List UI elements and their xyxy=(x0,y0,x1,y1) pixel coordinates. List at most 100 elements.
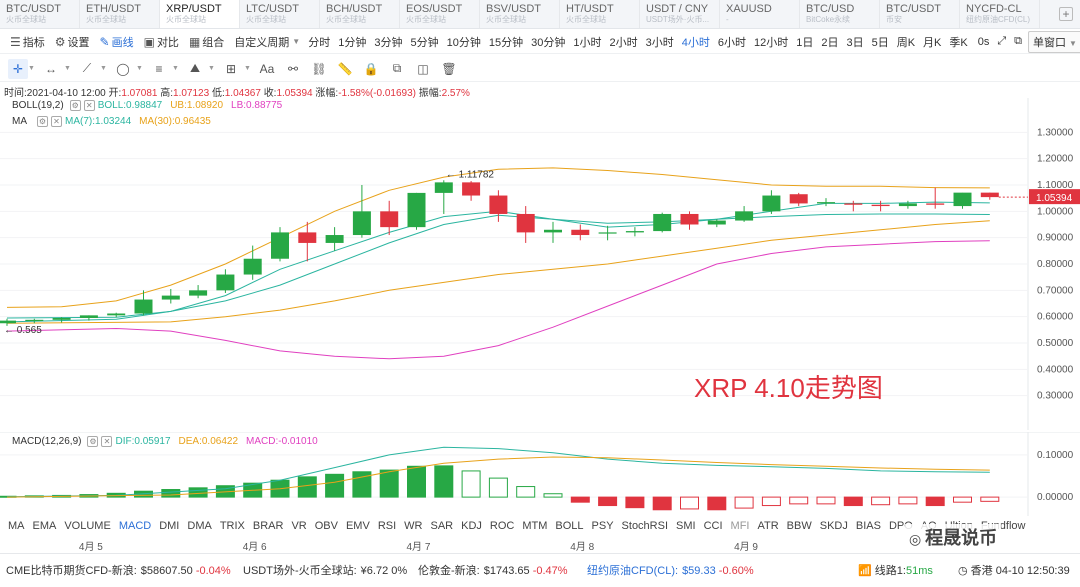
indicator-tab-14[interactable]: KDJ xyxy=(461,519,482,532)
gear-icon[interactable]: ⚙ xyxy=(87,436,99,447)
period-3[interactable]: 5分钟 xyxy=(410,36,439,49)
indicator-tab-23[interactable]: ATR xyxy=(757,519,779,532)
chevron-down-icon[interactable]: ▼ xyxy=(136,65,143,72)
period-14[interactable]: 2日 xyxy=(821,36,839,49)
copy-icon[interactable]: ⧉ xyxy=(392,61,402,75)
indicator-tab-11[interactable]: RSI xyxy=(377,519,397,532)
period-15[interactable]: 3日 xyxy=(846,36,864,49)
ruler-icon[interactable]: 📏 xyxy=(337,61,353,76)
indicator-tab-3[interactable]: MACD xyxy=(118,519,152,532)
period-5[interactable]: 15分钟 xyxy=(488,36,524,49)
indicator-tab-12[interactable]: WR xyxy=(404,519,423,532)
period-9[interactable]: 3小时 xyxy=(645,36,674,49)
period-2[interactable]: 3分钟 xyxy=(374,36,403,49)
tab-btc-usdt[interactable]: BTC/USDT 火币全球站 xyxy=(0,0,80,28)
period-19[interactable]: 季K xyxy=(949,36,968,49)
ticker-item[interactable]: 纽约原油CFD(CL): $59.33 -0.60% xyxy=(587,562,754,578)
settings-button[interactable]: ⚙ 设置 xyxy=(55,34,90,50)
indicator-tab-10[interactable]: EMV xyxy=(345,519,370,532)
indicator-tab-18[interactable]: PSY xyxy=(591,519,614,532)
tab-ht-usdt[interactable]: HT/USDT 火币全球站 xyxy=(560,0,640,28)
indicator-tab-5[interactable]: DMA xyxy=(187,519,212,532)
zero-seconds-button[interactable]: 0s xyxy=(977,35,990,48)
trend-line-icon[interactable]: ⟋ xyxy=(82,61,92,75)
indicator-tab-15[interactable]: ROC xyxy=(489,519,515,532)
indicator-tab-17[interactable]: BOLL xyxy=(555,519,584,532)
indicator-tab-26[interactable]: BIAS xyxy=(855,519,881,532)
indicator-tab-0[interactable]: MA xyxy=(8,519,25,532)
indicator-tab-1[interactable]: EMA xyxy=(32,519,57,532)
segment-icon[interactable]: ↔ xyxy=(45,61,57,76)
chevron-down-icon[interactable]: ▼ xyxy=(100,65,107,72)
magnet-icon[interactable]: ⚯ xyxy=(287,61,299,76)
period-18[interactable]: 月K xyxy=(923,36,942,49)
tab-eos-usdt[interactable]: EOS/USDT 火币全球站 xyxy=(400,0,480,28)
period-10[interactable]: 4小时 xyxy=(681,36,710,49)
link-icon[interactable]: ⛓ xyxy=(311,61,327,76)
tab-xrp-usdt[interactable]: XRP/USDT 火币全球站 xyxy=(160,0,240,28)
indicator-tab-9[interactable]: OBV xyxy=(314,519,338,532)
indicator-tab-7[interactable]: BRAR xyxy=(252,519,284,532)
pattern-icon[interactable]: ⛰ xyxy=(189,61,201,75)
indicator-tab-24[interactable]: BBW xyxy=(786,519,812,532)
chevron-down-icon[interactable]: ▼ xyxy=(172,65,179,72)
compare-button[interactable]: ▣ 对比 xyxy=(144,34,179,50)
period-17[interactable]: 周K xyxy=(896,36,916,49)
chevron-down-icon[interactable]: ▼ xyxy=(28,65,35,72)
chevron-down-icon[interactable]: ▼ xyxy=(244,65,251,72)
period-4[interactable]: 10分钟 xyxy=(446,36,481,49)
period-13[interactable]: 1日 xyxy=(796,36,814,49)
ticker-item[interactable]: CME比特币期货CFD-新浪: $58607.50 -0.04% xyxy=(6,562,231,578)
trash-icon[interactable]: 🗑 xyxy=(441,61,457,76)
close-icon[interactable]: ✕ xyxy=(101,436,113,447)
indicator-tab-6[interactable]: TRIX xyxy=(219,519,245,532)
period-0[interactable]: 分时 xyxy=(308,36,331,49)
indicator-tab-25[interactable]: SKDJ xyxy=(819,519,848,532)
indicator-tab-19[interactable]: StochRSI xyxy=(621,519,669,532)
fullscreen-icon[interactable]: ⤢ xyxy=(997,35,1007,47)
indicator-tab-13[interactable]: SAR xyxy=(430,519,454,532)
gear-icon[interactable]: ⚙ xyxy=(69,100,81,111)
lock-icon[interactable]: 🔒 xyxy=(363,61,379,76)
tab-eth-usdt[interactable]: ETH/USDT 火币全球站 xyxy=(80,0,160,28)
tab-btc-usdt-binance[interactable]: BTC/USDT 币安 xyxy=(880,0,960,28)
close-icon[interactable]: ✕ xyxy=(51,116,62,127)
tab-bsv-usdt[interactable]: BSV/USDT 火币全球站 xyxy=(480,0,560,28)
period-1[interactable]: 1分钟 xyxy=(338,36,367,49)
ticker-item[interactable]: 伦敦金-新浪: $1743.65 -0.47% xyxy=(418,562,568,578)
add-tab-button[interactable]: + xyxy=(1052,0,1080,28)
indicator-tab-21[interactable]: CCI xyxy=(703,519,723,532)
draw-button[interactable]: ✎ 画线 xyxy=(100,34,134,50)
indicator-tab-20[interactable]: SMI xyxy=(676,519,696,532)
ellipse-icon[interactable]: ◯ xyxy=(116,61,130,76)
tab-btc-usd[interactable]: BTC/USD BitCoke永续 xyxy=(800,0,880,28)
parallel-lines-icon[interactable]: ≡ xyxy=(155,61,163,76)
ticker-item[interactable]: USDT场外-火币全球站: ¥6.72 0% xyxy=(243,562,407,578)
indicator-tab-22[interactable]: MFI xyxy=(730,519,750,532)
chevron-down-icon[interactable]: ▼ xyxy=(64,65,71,72)
tab-bch-usdt[interactable]: BCH/USDT 火币全球站 xyxy=(320,0,400,28)
indicator-tab-2[interactable]: VOLUME xyxy=(64,519,111,532)
gear-icon[interactable]: ⚙ xyxy=(37,116,48,127)
period-11[interactable]: 6小时 xyxy=(717,36,746,49)
tab-usdt-cny[interactable]: USDT / CNY USDT场外·火币... xyxy=(640,0,720,28)
custom-period-dropdown[interactable]: 自定义周期 ▼ xyxy=(234,34,300,50)
combo-button[interactable]: ▦ 组合 xyxy=(189,34,224,50)
macd-chart[interactable]: 0.10000 0.00000 xyxy=(0,432,1080,516)
indicator-tab-16[interactable]: MTM xyxy=(522,519,548,532)
period-12[interactable]: 12小时 xyxy=(753,36,789,49)
eye-icon[interactable]: ◫ xyxy=(417,61,429,76)
period-7[interactable]: 1小时 xyxy=(573,36,602,49)
period-6[interactable]: 30分钟 xyxy=(531,36,566,49)
tab-nycfd-cl[interactable]: NYCFD-CL 纽约原油CFD(CL) xyxy=(960,0,1040,28)
restore-icon[interactable]: ⧉ xyxy=(1014,35,1023,47)
close-icon[interactable]: ✕ xyxy=(83,100,95,111)
text-icon[interactable]: Aa xyxy=(259,61,275,76)
fib-icon[interactable]: ⊞ xyxy=(225,61,237,76)
indicator-tab-4[interactable]: DMI xyxy=(159,519,180,532)
window-mode-select[interactable]: 单窗口 ▼ xyxy=(1028,30,1080,53)
period-16[interactable]: 5日 xyxy=(871,36,889,49)
indicator-button[interactable]: ☰ 指标 xyxy=(10,34,45,50)
candlestick-chart[interactable]: 1.30000 1.20000 1.10000 1.00000 0.90000 0.800… xyxy=(0,98,1080,430)
tab-ltc-usdt[interactable]: LTC/USDT 火币全球站 xyxy=(240,0,320,28)
